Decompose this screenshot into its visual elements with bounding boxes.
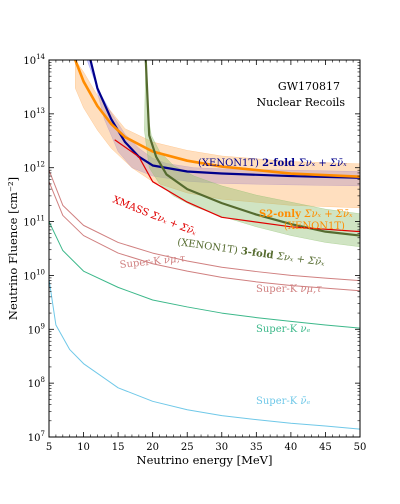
axes-layer: 5 10 15 20 25 30 35 40 45 50 107 108 109 1010 1011 1012…	[6, 53, 366, 467]
series-line-4	[49, 169, 360, 282]
band-area-0	[86, 60, 360, 187]
label-s2only: S2-only Σνₓ + Σν̄ₓ	[259, 209, 353, 220]
x-tick-label: 50	[354, 442, 367, 453]
y-tick-label: 1012	[23, 161, 45, 175]
label-xenon-2fold: (XENON1T) 2-fold Σνₓ + Σν̄ₓ	[198, 158, 347, 169]
series-line-1	[74, 60, 360, 179]
y-tick-label: 107	[28, 430, 45, 444]
y-tick-label: 1014	[23, 53, 45, 67]
label-s2only-xenon1t: (XENON1T)	[284, 221, 345, 232]
series-line-7	[49, 279, 360, 430]
y-tick-label: 108	[28, 376, 45, 390]
x-tick-label: 45	[319, 442, 332, 453]
x-tick-label: 30	[215, 442, 228, 453]
y-tick-label: 109	[28, 322, 45, 336]
y-tick-label: 1010	[23, 268, 45, 282]
x-tick-label: 35	[250, 442, 263, 453]
plot-frame	[48, 59, 361, 438]
series-line-6	[49, 221, 360, 329]
x-tick-label: 10	[77, 442, 90, 453]
x-tick-label: 5	[46, 442, 52, 453]
label-superk-nue: Super-K νₑ	[256, 324, 311, 335]
label-xenon-3fold: (XENON1T) 3-fold Σνₓ + Σν̄ₓ	[177, 237, 326, 269]
x-tick-label: 40	[285, 442, 298, 453]
y-tick-label: 1011	[23, 215, 45, 229]
x-axis-label: Neutrino energy [MeV]	[137, 453, 273, 467]
label-superk-nue-bar: Super-K ν̄ₑ	[256, 396, 311, 407]
label-superk-numutau: Super-K νμ,τ	[256, 284, 322, 295]
series-layer	[49, 60, 360, 430]
x-tick-label: 25	[181, 442, 194, 453]
series-line-5	[49, 181, 360, 292]
series-line-0	[89, 60, 360, 179]
annotation-title-line-1: GW170817	[278, 80, 340, 93]
x-tick-label: 15	[112, 442, 125, 453]
y-axis-label: Neutrino Fluence [cm⁻²]	[6, 177, 20, 320]
annotation-title-line-2: Nuclear Recoils	[257, 96, 346, 109]
x-tick-label: 20	[146, 442, 159, 453]
series-line-3	[114, 139, 360, 233]
label-superk-numutau-bar: Super-K ν̄μ,τ	[119, 253, 186, 271]
y-tick-label: 1013	[23, 107, 45, 121]
